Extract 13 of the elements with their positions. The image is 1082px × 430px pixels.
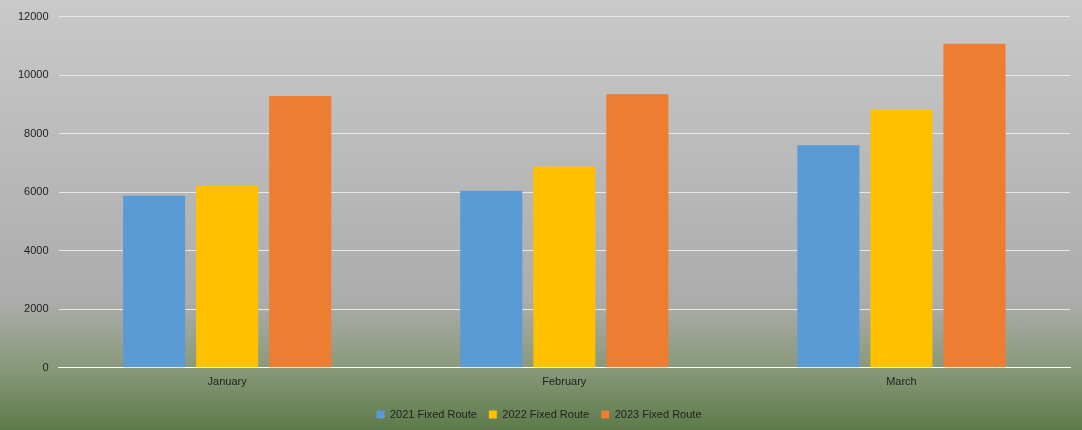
y-tick-label: 8000: [24, 126, 49, 139]
y-tick-label: 2000: [24, 302, 49, 315]
legend-label: 2022 Fixed Route: [502, 407, 590, 420]
legend-label: 2023 Fixed Route: [614, 407, 702, 420]
y-tick-label: 10000: [17, 68, 49, 81]
x-tick-label: January: [207, 375, 248, 388]
x-tick-label: March: [886, 375, 917, 388]
y-tick-label: 6000: [24, 185, 49, 198]
y-tick-label: 0: [42, 360, 49, 373]
legend-label: 2021 Fixed Route: [390, 407, 477, 420]
y-tick-label: 12000: [17, 9, 49, 22]
y-tick-label: 4000: [24, 243, 49, 256]
x-tick-label: February: [542, 375, 587, 388]
